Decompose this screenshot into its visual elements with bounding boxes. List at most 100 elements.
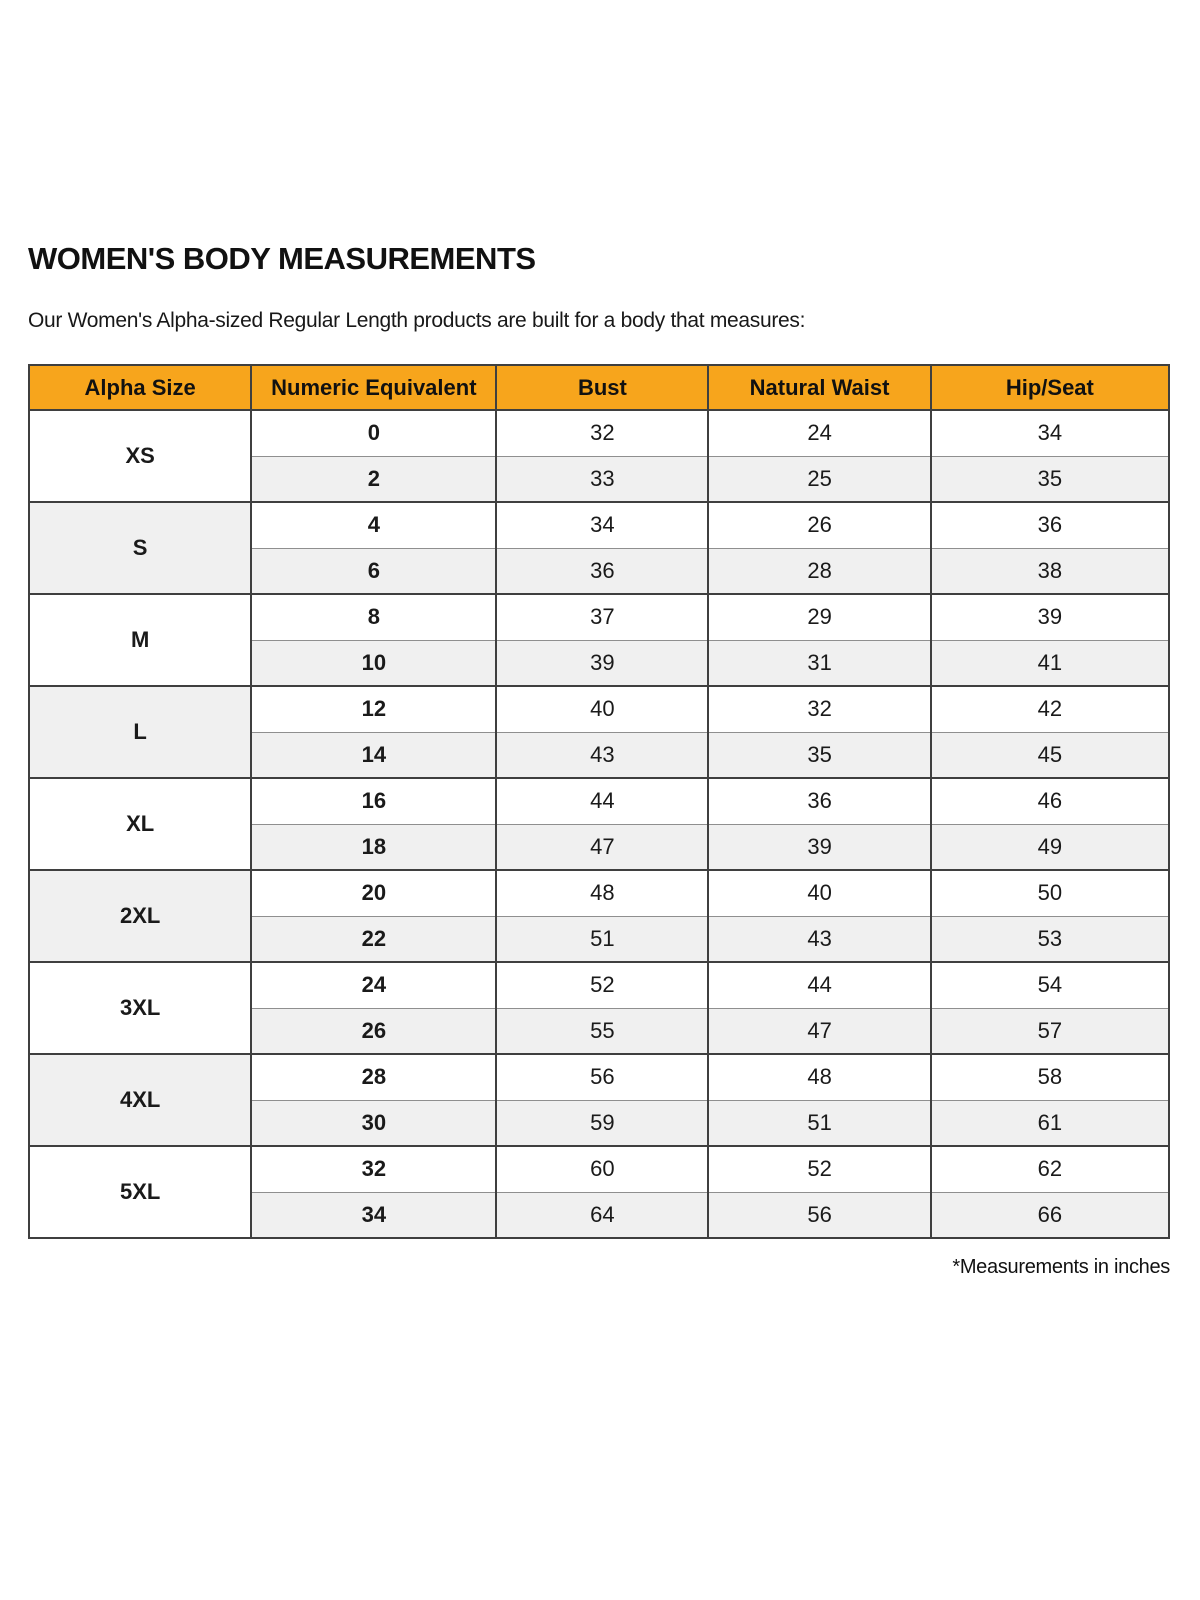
- numeric-equivalent-cell: 2: [250, 456, 498, 503]
- numeric-equivalent-cell: 24: [250, 962, 498, 1009]
- table-row: XL 16 44 36 46: [27, 778, 1171, 871]
- natural-waist-cell: 28: [707, 548, 932, 595]
- hip-seat-cell: 35: [929, 456, 1171, 503]
- numeric-equivalent-cell: 18: [250, 824, 498, 871]
- bust-cell: 47: [495, 824, 710, 871]
- size-table-body: XS 0 32 24 34 2 33 25 35 S 4 34 26 36 6 36 28 38 M 8 37 29 39 1…: [27, 410, 1171, 1239]
- numeric-equivalent-cell: 20: [250, 870, 498, 917]
- table-row: 10 39 31 41: [29, 640, 1171, 687]
- table-row: 34 64 56 66: [29, 1192, 1171, 1239]
- bust-cell: 48: [495, 870, 710, 917]
- size-guide-section: WOMEN'S BODY MEASUREMENTS Our Women's Al…: [27, 241, 1171, 1279]
- table-row: 2 33 25 35: [29, 456, 1171, 503]
- hip-seat-cell: 38: [929, 548, 1171, 595]
- natural-waist-cell: 32: [707, 686, 932, 733]
- bust-cell: 56: [495, 1054, 710, 1101]
- bust-cell: 51: [495, 916, 710, 963]
- numeric-equivalent-cell: 6: [250, 548, 498, 595]
- alpha-size-cell: XS: [27, 410, 253, 503]
- natural-waist-cell: 31: [707, 640, 932, 687]
- bust-cell: 32: [495, 410, 710, 457]
- natural-waist-cell: 24: [707, 410, 932, 457]
- numeric-equivalent-cell: 4: [250, 502, 498, 549]
- natural-waist-cell: 40: [707, 870, 932, 917]
- natural-waist-cell: 35: [707, 732, 932, 779]
- numeric-equivalent-cell: 16: [250, 778, 498, 825]
- page-title: WOMEN'S BODY MEASUREMENTS: [28, 241, 536, 276]
- natural-waist-cell: 29: [707, 594, 932, 641]
- natural-waist-cell: 39: [707, 824, 932, 871]
- bust-cell: 34: [495, 502, 710, 549]
- natural-waist-cell: 56: [707, 1192, 932, 1239]
- natural-waist-cell: 44: [707, 962, 932, 1009]
- hip-seat-cell: 45: [929, 732, 1171, 779]
- hip-seat-cell: 34: [929, 410, 1171, 457]
- numeric-equivalent-cell: 14: [250, 732, 498, 779]
- bust-cell: 60: [495, 1146, 710, 1193]
- numeric-equivalent-cell: 8: [250, 594, 498, 641]
- hip-seat-cell: 54: [929, 962, 1171, 1009]
- table-row: 3XL 24 52 44 54: [27, 962, 1171, 1055]
- numeric-equivalent-cell: 22: [250, 916, 498, 963]
- alpha-size-cell: XL: [27, 778, 253, 871]
- numeric-equivalent-cell: 30: [250, 1100, 498, 1147]
- hip-seat-cell: 42: [929, 686, 1171, 733]
- table-row: L 12 40 32 42: [27, 686, 1171, 779]
- size-chart-table: Alpha Size Numeric Equivalent Bust Natur…: [27, 364, 1171, 1239]
- hip-seat-cell: 39: [929, 594, 1171, 641]
- table-row: XS 0 32 24 34: [27, 410, 1171, 503]
- hip-seat-cell: 50: [929, 870, 1171, 917]
- bust-cell: 36: [495, 548, 710, 595]
- bust-cell: 64: [495, 1192, 710, 1239]
- alpha-size-cell: 4XL: [27, 1054, 253, 1147]
- bust-cell: 37: [495, 594, 710, 641]
- table-row: 26 55 47 57: [29, 1008, 1171, 1055]
- natural-waist-cell: 36: [707, 778, 932, 825]
- table-row: 5XL 32 60 52 62: [27, 1146, 1171, 1239]
- header-bust: Bust: [495, 364, 710, 411]
- natural-waist-cell: 43: [707, 916, 932, 963]
- measurements-footnote: *Measurements in inches: [952, 1256, 1170, 1278]
- table-row: 14 43 35 45: [29, 732, 1171, 779]
- bust-cell: 44: [495, 778, 710, 825]
- natural-waist-cell: 52: [707, 1146, 932, 1193]
- header-numeric-equivalent: Numeric Equivalent: [250, 364, 498, 411]
- page-subtitle: Our Women's Alpha-sized Regular Length p…: [28, 309, 806, 332]
- natural-waist-cell: 25: [707, 456, 932, 503]
- bust-cell: 39: [495, 640, 710, 687]
- numeric-equivalent-cell: 28: [250, 1054, 498, 1101]
- hip-seat-cell: 66: [929, 1192, 1171, 1239]
- header-row: Alpha Size Numeric Equivalent Bust Natur…: [27, 364, 1171, 411]
- bust-cell: 59: [495, 1100, 710, 1147]
- bust-cell: 33: [495, 456, 710, 503]
- natural-waist-cell: 26: [707, 502, 932, 549]
- alpha-size-cell: S: [27, 502, 253, 595]
- table-row: 30 59 51 61: [29, 1100, 1171, 1147]
- numeric-equivalent-cell: 26: [250, 1008, 498, 1055]
- header-hip-seat: Hip/Seat: [929, 364, 1171, 411]
- hip-seat-cell: 36: [929, 502, 1171, 549]
- natural-waist-cell: 48: [707, 1054, 932, 1101]
- table-row: 2XL 20 48 40 50: [27, 870, 1171, 963]
- hip-seat-cell: 61: [929, 1100, 1171, 1147]
- alpha-size-cell: 2XL: [27, 870, 253, 963]
- hip-seat-cell: 46: [929, 778, 1171, 825]
- header-natural-waist: Natural Waist: [707, 364, 932, 411]
- natural-waist-cell: 51: [707, 1100, 932, 1147]
- numeric-equivalent-cell: 12: [250, 686, 498, 733]
- alpha-size-cell: 3XL: [27, 962, 253, 1055]
- natural-waist-cell: 47: [707, 1008, 932, 1055]
- bust-cell: 40: [495, 686, 710, 733]
- header-alpha-size: Alpha Size: [27, 364, 253, 411]
- bust-cell: 55: [495, 1008, 710, 1055]
- table-row: S 4 34 26 36: [27, 502, 1171, 595]
- hip-seat-cell: 53: [929, 916, 1171, 963]
- bust-cell: 43: [495, 732, 710, 779]
- table-row: 6 36 28 38: [29, 548, 1171, 595]
- table-row: 22 51 43 53: [29, 916, 1171, 963]
- hip-seat-cell: 57: [929, 1008, 1171, 1055]
- table-row: 18 47 39 49: [29, 824, 1171, 871]
- alpha-size-cell: M: [27, 594, 253, 687]
- numeric-equivalent-cell: 10: [250, 640, 498, 687]
- numeric-equivalent-cell: 34: [250, 1192, 498, 1239]
